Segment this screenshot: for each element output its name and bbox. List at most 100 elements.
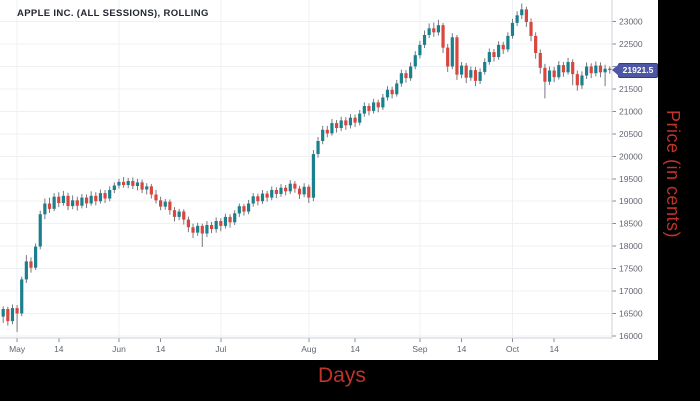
- candle[interactable]: [34, 246, 38, 268]
- candle[interactable]: [61, 195, 65, 203]
- candle[interactable]: [395, 83, 399, 95]
- candle[interactable]: [543, 67, 547, 82]
- candle[interactable]: [469, 70, 473, 78]
- candle[interactable]: [251, 196, 255, 204]
- candle[interactable]: [117, 181, 121, 186]
- candle[interactable]: [520, 9, 524, 16]
- candle[interactable]: [409, 66, 413, 79]
- candle[interactable]: [436, 25, 441, 33]
- candle[interactable]: [404, 73, 408, 79]
- candle[interactable]: [80, 197, 84, 206]
- candle[interactable]: [575, 74, 579, 86]
- candle[interactable]: [487, 52, 491, 62]
- candle[interactable]: [293, 183, 297, 189]
- candlestick-chart[interactable]: 16000 16500 17000 17500 18000 18500 19000 19500…: [0, 0, 658, 360]
- candle[interactable]: [529, 22, 533, 36]
- candle[interactable]: [265, 193, 269, 198]
- candle[interactable]: [566, 62, 570, 73]
- candle[interactable]: [510, 22, 515, 36]
- candle[interactable]: [29, 261, 33, 268]
- candle[interactable]: [367, 106, 371, 111]
- candle[interactable]: [284, 187, 288, 192]
- candle[interactable]: [557, 65, 561, 78]
- candle[interactable]: [418, 44, 422, 56]
- candle[interactable]: [260, 193, 265, 202]
- candle[interactable]: [446, 47, 450, 67]
- candle[interactable]: [538, 53, 542, 68]
- candle[interactable]: [372, 102, 376, 111]
- candle[interactable]: [163, 201, 167, 207]
- candle[interactable]: [441, 25, 445, 48]
- candle[interactable]: [233, 213, 237, 223]
- candle[interactable]: [24, 261, 28, 280]
- candle[interactable]: [330, 123, 334, 134]
- candle[interactable]: [66, 195, 70, 207]
- candle[interactable]: [75, 200, 79, 206]
- candle[interactable]: [108, 190, 112, 199]
- candle[interactable]: [422, 35, 427, 45]
- candle[interactable]: [246, 203, 251, 212]
- candle[interactable]: [131, 181, 135, 186]
- candle[interactable]: [302, 186, 306, 195]
- candle[interactable]: [603, 68, 607, 73]
- candle[interactable]: [182, 211, 186, 220]
- candle[interactable]: [149, 186, 153, 195]
- candle[interactable]: [145, 186, 149, 190]
- candle[interactable]: [353, 117, 357, 123]
- candle[interactable]: [580, 75, 584, 86]
- chart-panel[interactable]: 16000 16500 17000 17500 18000 18500 19000 19500…: [0, 0, 658, 360]
- candle[interactable]: [15, 308, 19, 314]
- candle[interactable]: [473, 70, 478, 81]
- candle[interactable]: [316, 141, 320, 154]
- candle[interactable]: [205, 225, 209, 234]
- candle[interactable]: [459, 65, 464, 75]
- candle[interactable]: [172, 210, 177, 217]
- candle[interactable]: [98, 193, 103, 202]
- candle[interactable]: [288, 183, 292, 192]
- candle[interactable]: [399, 73, 403, 84]
- candle[interactable]: [464, 65, 468, 78]
- candle[interactable]: [432, 28, 436, 33]
- candle[interactable]: [483, 62, 487, 72]
- candle[interactable]: [223, 216, 228, 226]
- candle[interactable]: [121, 181, 126, 185]
- candle[interactable]: [534, 35, 538, 53]
- candle[interactable]: [561, 65, 566, 73]
- candle[interactable]: [584, 66, 589, 76]
- candle[interactable]: [385, 89, 390, 98]
- candle[interactable]: [501, 44, 505, 50]
- candle[interactable]: [135, 182, 140, 186]
- candle[interactable]: [154, 194, 158, 201]
- candle[interactable]: [297, 188, 302, 195]
- candle[interactable]: [191, 227, 195, 233]
- candle[interactable]: [103, 193, 107, 199]
- candle[interactable]: [598, 65, 603, 73]
- candle[interactable]: [237, 206, 241, 214]
- last-price-tag[interactable]: 21921.5: [612, 63, 658, 78]
- candle[interactable]: [413, 55, 417, 67]
- candle[interactable]: [140, 182, 144, 190]
- candle[interactable]: [427, 28, 431, 35]
- candle[interactable]: [478, 71, 482, 81]
- candle[interactable]: [334, 123, 339, 128]
- candle[interactable]: [307, 186, 311, 198]
- candle[interactable]: [321, 129, 325, 141]
- candle[interactable]: [279, 187, 283, 194]
- candle[interactable]: [186, 219, 190, 228]
- candle[interactable]: [270, 190, 274, 198]
- candle[interactable]: [214, 221, 218, 230]
- candle[interactable]: [381, 97, 385, 108]
- candle[interactable]: [524, 9, 528, 22]
- candle[interactable]: [71, 200, 75, 207]
- candle[interactable]: [497, 44, 501, 57]
- candle[interactable]: [6, 309, 10, 322]
- candle[interactable]: [274, 190, 278, 194]
- candle[interactable]: [362, 106, 366, 114]
- candle[interactable]: [376, 102, 380, 108]
- candle[interactable]: [126, 181, 130, 185]
- candle[interactable]: [455, 37, 459, 75]
- candle[interactable]: [506, 35, 510, 50]
- candle[interactable]: [94, 195, 98, 202]
- candle[interactable]: [57, 196, 61, 203]
- candle[interactable]: [43, 203, 47, 215]
